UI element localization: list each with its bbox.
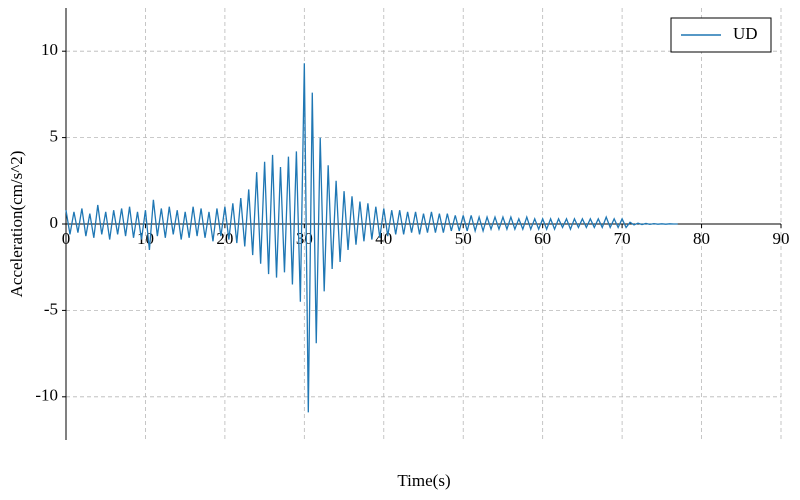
y-tick-label: 0 bbox=[50, 213, 59, 232]
x-tick-label: 30 bbox=[296, 229, 313, 248]
legend-label: UD bbox=[733, 24, 758, 43]
series-line bbox=[65, 63, 678, 413]
y-tick-label: -10 bbox=[35, 386, 58, 405]
x-tick-label: 90 bbox=[773, 229, 790, 248]
y-tick-label: -5 bbox=[44, 299, 58, 318]
x-axis-label: Time(s) bbox=[397, 471, 450, 490]
x-tick-label: 50 bbox=[455, 229, 472, 248]
y-axis-label: Acceleration(cm/s^2) bbox=[7, 151, 26, 298]
y-tick-label: 5 bbox=[50, 127, 59, 146]
x-tick-label: 40 bbox=[375, 229, 392, 248]
x-tick-label: 20 bbox=[216, 229, 233, 248]
x-tick-label: 80 bbox=[693, 229, 710, 248]
x-tick-label: 70 bbox=[614, 229, 631, 248]
x-tick-label: 60 bbox=[534, 229, 551, 248]
y-tick-label: 10 bbox=[41, 40, 58, 59]
